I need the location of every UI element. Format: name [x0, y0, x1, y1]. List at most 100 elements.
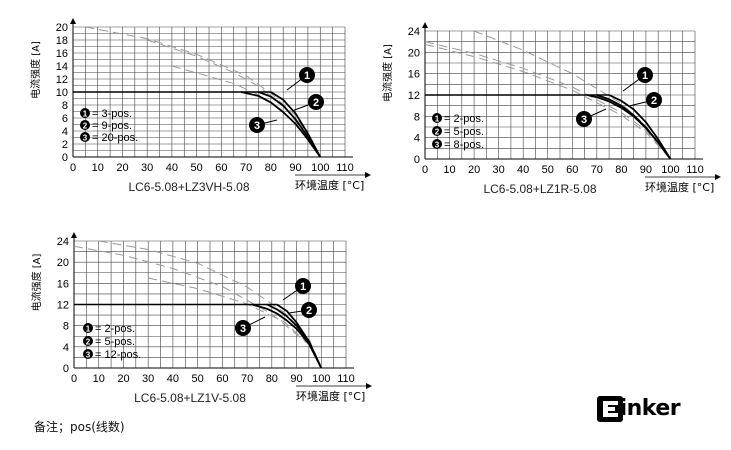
dashed-curve [85, 26, 321, 158]
chart-title: LC6-5.08+LZ3VH-5.08 [128, 180, 249, 194]
callout-marker-3 [235, 320, 251, 336]
y-tick-label: 0 [62, 152, 68, 164]
legend-marker-number: 1 [83, 110, 88, 119]
series-curve-3 [251, 303, 323, 369]
legend-marker-2 [83, 336, 93, 346]
callout-marker-number: 1 [300, 281, 306, 293]
y-tick-label: 4 [62, 126, 68, 138]
y-tick-label: 24 [57, 236, 69, 248]
legend-entry: = 5-pos. [444, 126, 484, 138]
dashed-curve [424, 43, 671, 160]
legend-marker-number: 2 [86, 338, 91, 347]
legend-marker-2 [80, 120, 90, 130]
x-tick-label: 110 [336, 162, 354, 174]
callout-marker-number: 3 [254, 120, 260, 132]
dashed-curve [98, 240, 322, 369]
callout-marker-2 [308, 94, 324, 110]
x-tick-label: 30 [141, 162, 153, 174]
y-tick-label: 20 [56, 22, 68, 34]
legend-marker-number: 2 [83, 122, 88, 131]
x-tick-label: 50 [192, 373, 204, 385]
x-tick-label: 110 [337, 373, 355, 385]
x-axis-label-arrowhead [365, 172, 371, 178]
x-tick-label: 110 [686, 164, 704, 176]
y-tick-label: 24 [408, 26, 420, 38]
y-tick-label: 4 [414, 133, 420, 145]
legend-entry: = 12-pos. [95, 349, 141, 361]
x-axis-label: 环境温度 [°C] [296, 389, 365, 403]
y-tick-label: 0 [63, 363, 69, 375]
x-tick-label: 50 [191, 162, 203, 174]
y-axis-label: 电流强度 [A] [381, 44, 394, 102]
y-axis-arrow [71, 232, 77, 238]
x-tick-label: 50 [542, 164, 554, 176]
x-tick-label: 30 [493, 164, 505, 176]
x-tick-label: 70 [241, 373, 253, 385]
series-curve-1 [608, 94, 672, 160]
legend-marker-number: 3 [435, 141, 440, 150]
chart-3: 0 10 20 30 40 50 60 70 80 90 100 11004812162024电流强度… [30, 232, 372, 405]
callout-marker-3 [249, 117, 265, 133]
x-tick-label: 100 [312, 373, 330, 385]
series-curve-2 [258, 91, 322, 158]
legend-entry: = 9-pos. [92, 120, 132, 132]
footnote: 备注；pos(线数) [34, 420, 125, 434]
legend-marker-number: 1 [435, 115, 440, 124]
y-tick-label: 10 [56, 87, 68, 99]
legend-marker-3 [432, 139, 442, 149]
legend-marker-1 [80, 108, 90, 118]
x-axis-label-arrowhead [715, 174, 721, 180]
x-tick-label: 80 [615, 164, 627, 176]
callout-marker-number: 3 [240, 323, 246, 335]
y-tick-label: 8 [62, 100, 68, 112]
legend-marker-number: 1 [86, 325, 91, 334]
y-tick-label: 20 [408, 47, 420, 59]
series-curve-3 [586, 94, 672, 160]
x-tick-label: 60 [566, 164, 578, 176]
chart-2: 0 10 20 30 40 50 60 70 80 90 100 11004812162024电流强度… [381, 22, 721, 196]
x-tick-label: 100 [311, 162, 329, 174]
x-tick-label: 0 [422, 164, 428, 176]
callout-marker-1 [637, 67, 653, 83]
legend-marker-1 [432, 113, 442, 123]
y-tick-label: 12 [57, 300, 69, 312]
y-tick-label: 20 [57, 257, 69, 269]
x-tick-label: 20 [116, 162, 128, 174]
x-tick-label: 40 [166, 162, 178, 174]
callout-marker-1 [295, 278, 311, 294]
x-tick-label: 90 [289, 162, 301, 174]
legend-entry: = 2-pos. [95, 323, 135, 335]
x-tick-label: 10 [443, 164, 455, 176]
legend-marker-number: 3 [83, 134, 88, 143]
callout-marker-2 [646, 92, 662, 108]
legend-marker-1 [83, 323, 93, 333]
x-tick-label: 60 [215, 162, 227, 174]
callout-marker-number: 1 [304, 70, 310, 82]
legend-entry: = 8-pos. [444, 139, 484, 151]
x-tick-label: 80 [265, 162, 277, 174]
callout-marker-number: 1 [642, 70, 648, 82]
y-tick-label: 16 [408, 69, 420, 81]
y-tick-label: 16 [56, 48, 68, 60]
y-axis-label: 电流强度 [A] [30, 253, 43, 311]
legend-entry: = 3-pos. [92, 108, 132, 120]
legend-entry: = 5-pos. [95, 336, 135, 348]
x-axis-label-arrowhead [366, 383, 372, 389]
callout-marker-number: 3 [581, 114, 587, 126]
y-tick-label: 2 [62, 139, 68, 151]
legend-marker-number: 3 [86, 351, 91, 360]
x-tick-label: 10 [92, 162, 104, 174]
y-tick-label: 18 [56, 35, 68, 47]
legend-marker-2 [432, 126, 442, 136]
x-tick-label: 70 [591, 164, 603, 176]
legend-entry: = 2-pos. [444, 113, 484, 125]
x-tick-label: 100 [661, 164, 679, 176]
y-tick-label: 4 [63, 342, 69, 354]
legend-entry: = 20-pos. [92, 132, 138, 144]
y-tick-label: 16 [57, 278, 69, 290]
series-curve-3 [240, 91, 322, 158]
callout-marker-number: 2 [313, 97, 319, 109]
x-tick-label: 60 [216, 373, 228, 385]
x-axis-label: 环境温度 [°C] [645, 180, 714, 194]
y-tick-label: 14 [56, 61, 68, 73]
